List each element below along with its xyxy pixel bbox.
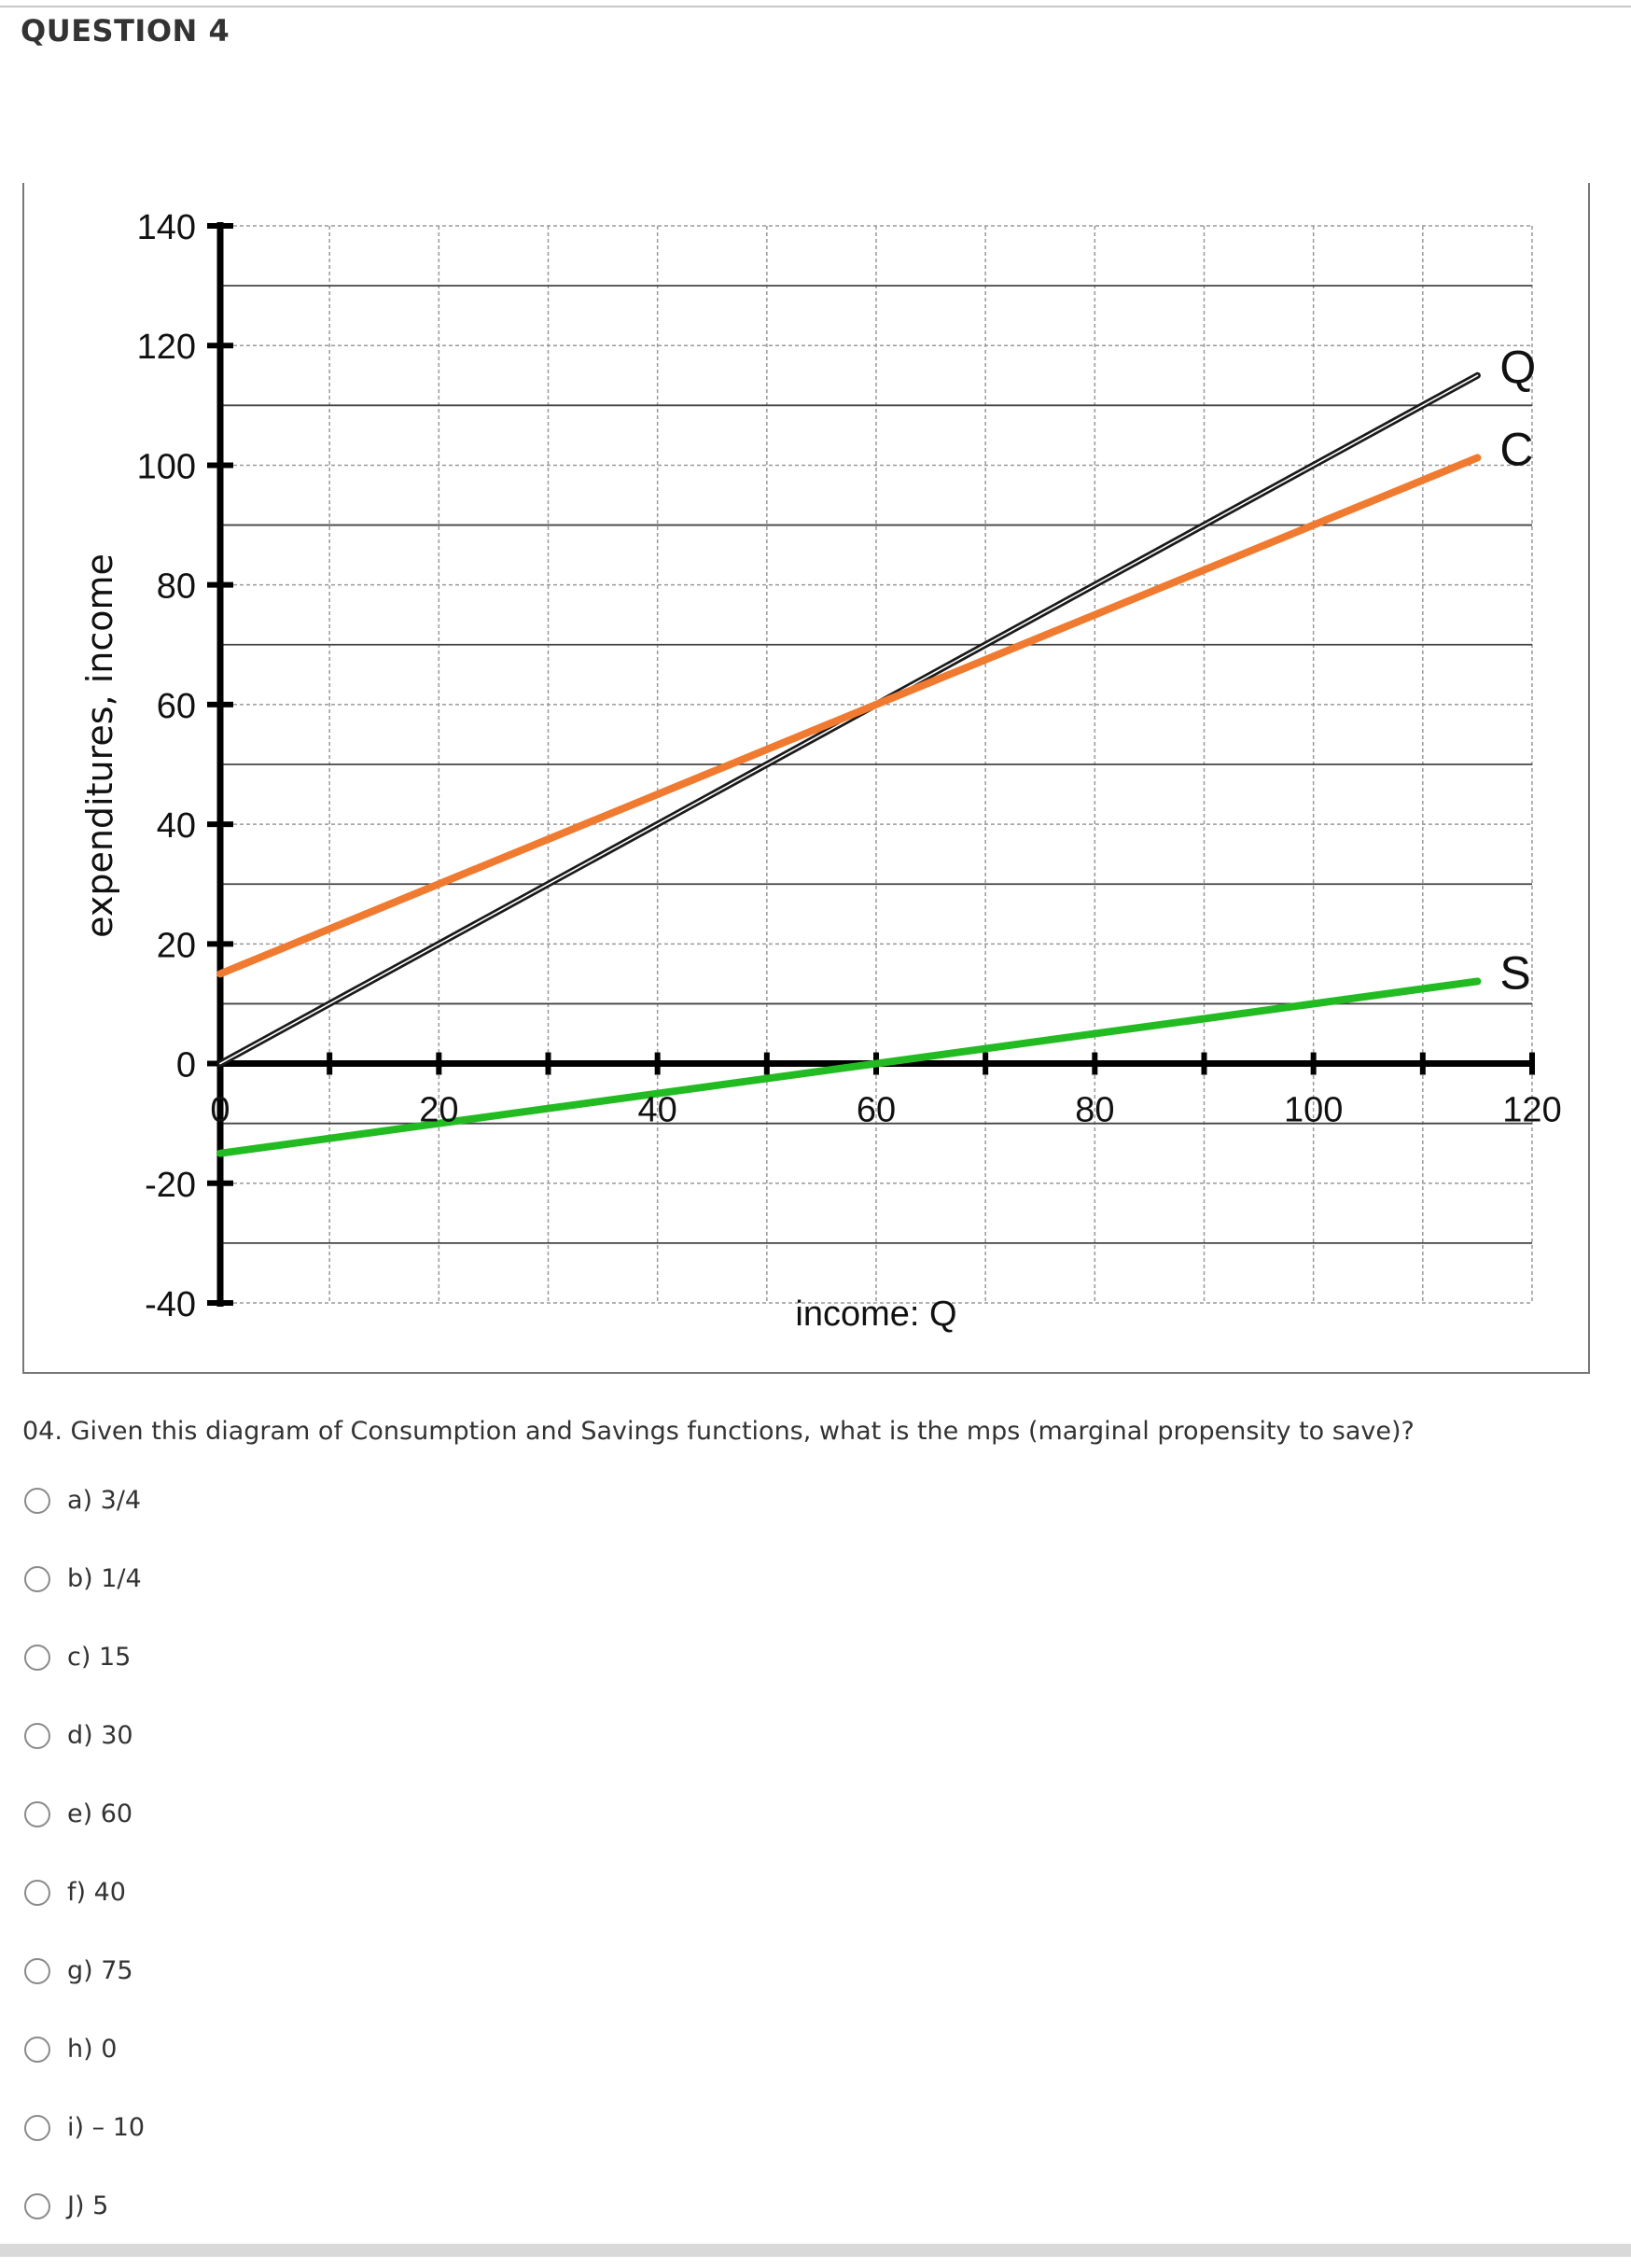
answer-option-label: f) 40 [67, 1878, 126, 1907]
radio-button[interactable] [24, 2037, 50, 2063]
x-tick-label: 120 [1502, 1091, 1561, 1130]
series-label: C [1499, 423, 1533, 475]
radio-button[interactable] [24, 1645, 50, 1671]
y-tick-label: -40 [145, 1285, 196, 1324]
series [216, 371, 1482, 1157]
answer-option-label: d) 30 [67, 1721, 133, 1750]
radio-button[interactable] [24, 1801, 50, 1827]
figure-frame: 140 120 100 80 60 40 20 0 -20 -40 0 20 40 60 80 100 120 Q… [22, 183, 1590, 1374]
answer-option-label: e) 60 [67, 1799, 133, 1828]
x-tick-label: 80 [1075, 1091, 1114, 1130]
answer-option-label: J) 5 [67, 2191, 109, 2220]
radio-button[interactable] [24, 1880, 50, 1906]
answer-option-label: a) 3/4 [67, 1486, 142, 1515]
y-tick-label: 40 [157, 806, 196, 846]
answer-option[interactable]: c) 15 [24, 1641, 145, 1719]
y-tick-label: 60 [157, 687, 196, 726]
y-tick-label: 140 [137, 208, 196, 247]
radio-button[interactable] [24, 2193, 50, 2219]
question-heading: QUESTION 4 [21, 13, 230, 49]
radio-button[interactable] [24, 1488, 50, 1514]
answer-option[interactable]: h) 0 [24, 2033, 145, 2111]
answer-option-label: g) 75 [67, 1956, 133, 1985]
radio-button[interactable] [24, 1566, 50, 1592]
answer-option[interactable]: b) 1/4 [24, 1562, 145, 1641]
x-tick-label: 40 [638, 1091, 677, 1130]
consumption-savings-chart: 140 120 100 80 60 40 20 0 -20 -40 0 20 40 60 80 100 120 Q… [79, 208, 1562, 1334]
x-axis-label: income: Q [795, 1295, 956, 1334]
answer-option[interactable]: g) 75 [24, 1954, 145, 2033]
answer-option-label: h) 0 [67, 2035, 118, 2064]
series-line-s [216, 977, 1482, 1157]
y-tick-label: 120 [137, 328, 196, 367]
y-tick-label: 0 [176, 1046, 196, 1085]
x-tick-label: 100 [1284, 1091, 1343, 1130]
series-label: Q [1499, 341, 1536, 393]
answer-option-label: c) 15 [67, 1643, 132, 1672]
radio-button[interactable] [24, 1723, 50, 1749]
answer-option[interactable]: a) 3/4 [24, 1484, 145, 1562]
answer-option-label: b) 1/4 [67, 1564, 142, 1593]
answer-option-label: i) – 10 [67, 2113, 146, 2142]
x-tick-label: 0 [210, 1091, 230, 1130]
grid [219, 225, 1533, 1304]
y-axis-label: expenditures, income [79, 553, 120, 938]
bottom-scroll-edge [0, 2244, 1631, 2257]
x-tick-label: 20 [419, 1091, 458, 1130]
answer-option[interactable]: J) 5 [24, 2190, 145, 2268]
labels: 140 120 100 80 60 40 20 0 -20 -40 0 20 40 60 80 100 120 Q… [79, 208, 1562, 1334]
answer-option[interactable]: e) 60 [24, 1798, 145, 1876]
answer-option[interactable]: i) – 10 [24, 2111, 145, 2190]
radio-button[interactable] [24, 2115, 50, 2141]
radio-button[interactable] [24, 1958, 50, 1984]
y-tick-label: 20 [157, 926, 196, 965]
y-tick-label: 100 [137, 447, 196, 486]
series-label: S [1499, 946, 1530, 999]
answer-option[interactable]: d) 30 [24, 1719, 145, 1798]
top-divider [0, 6, 1631, 7]
answer-options: a) 3/4 b) 1/4 c) 15 d) 30 e) 60 f) 40 g) 75 h) … [24, 1484, 145, 2268]
y-tick-label: -20 [145, 1166, 196, 1205]
question-text: 04. Given this diagram of Consumption an… [22, 1417, 1415, 1446]
x-tick-label: 60 [857, 1091, 896, 1130]
y-tick-label: 80 [157, 567, 196, 607]
series-line-c [216, 454, 1482, 978]
answer-option[interactable]: f) 40 [24, 1876, 145, 1954]
